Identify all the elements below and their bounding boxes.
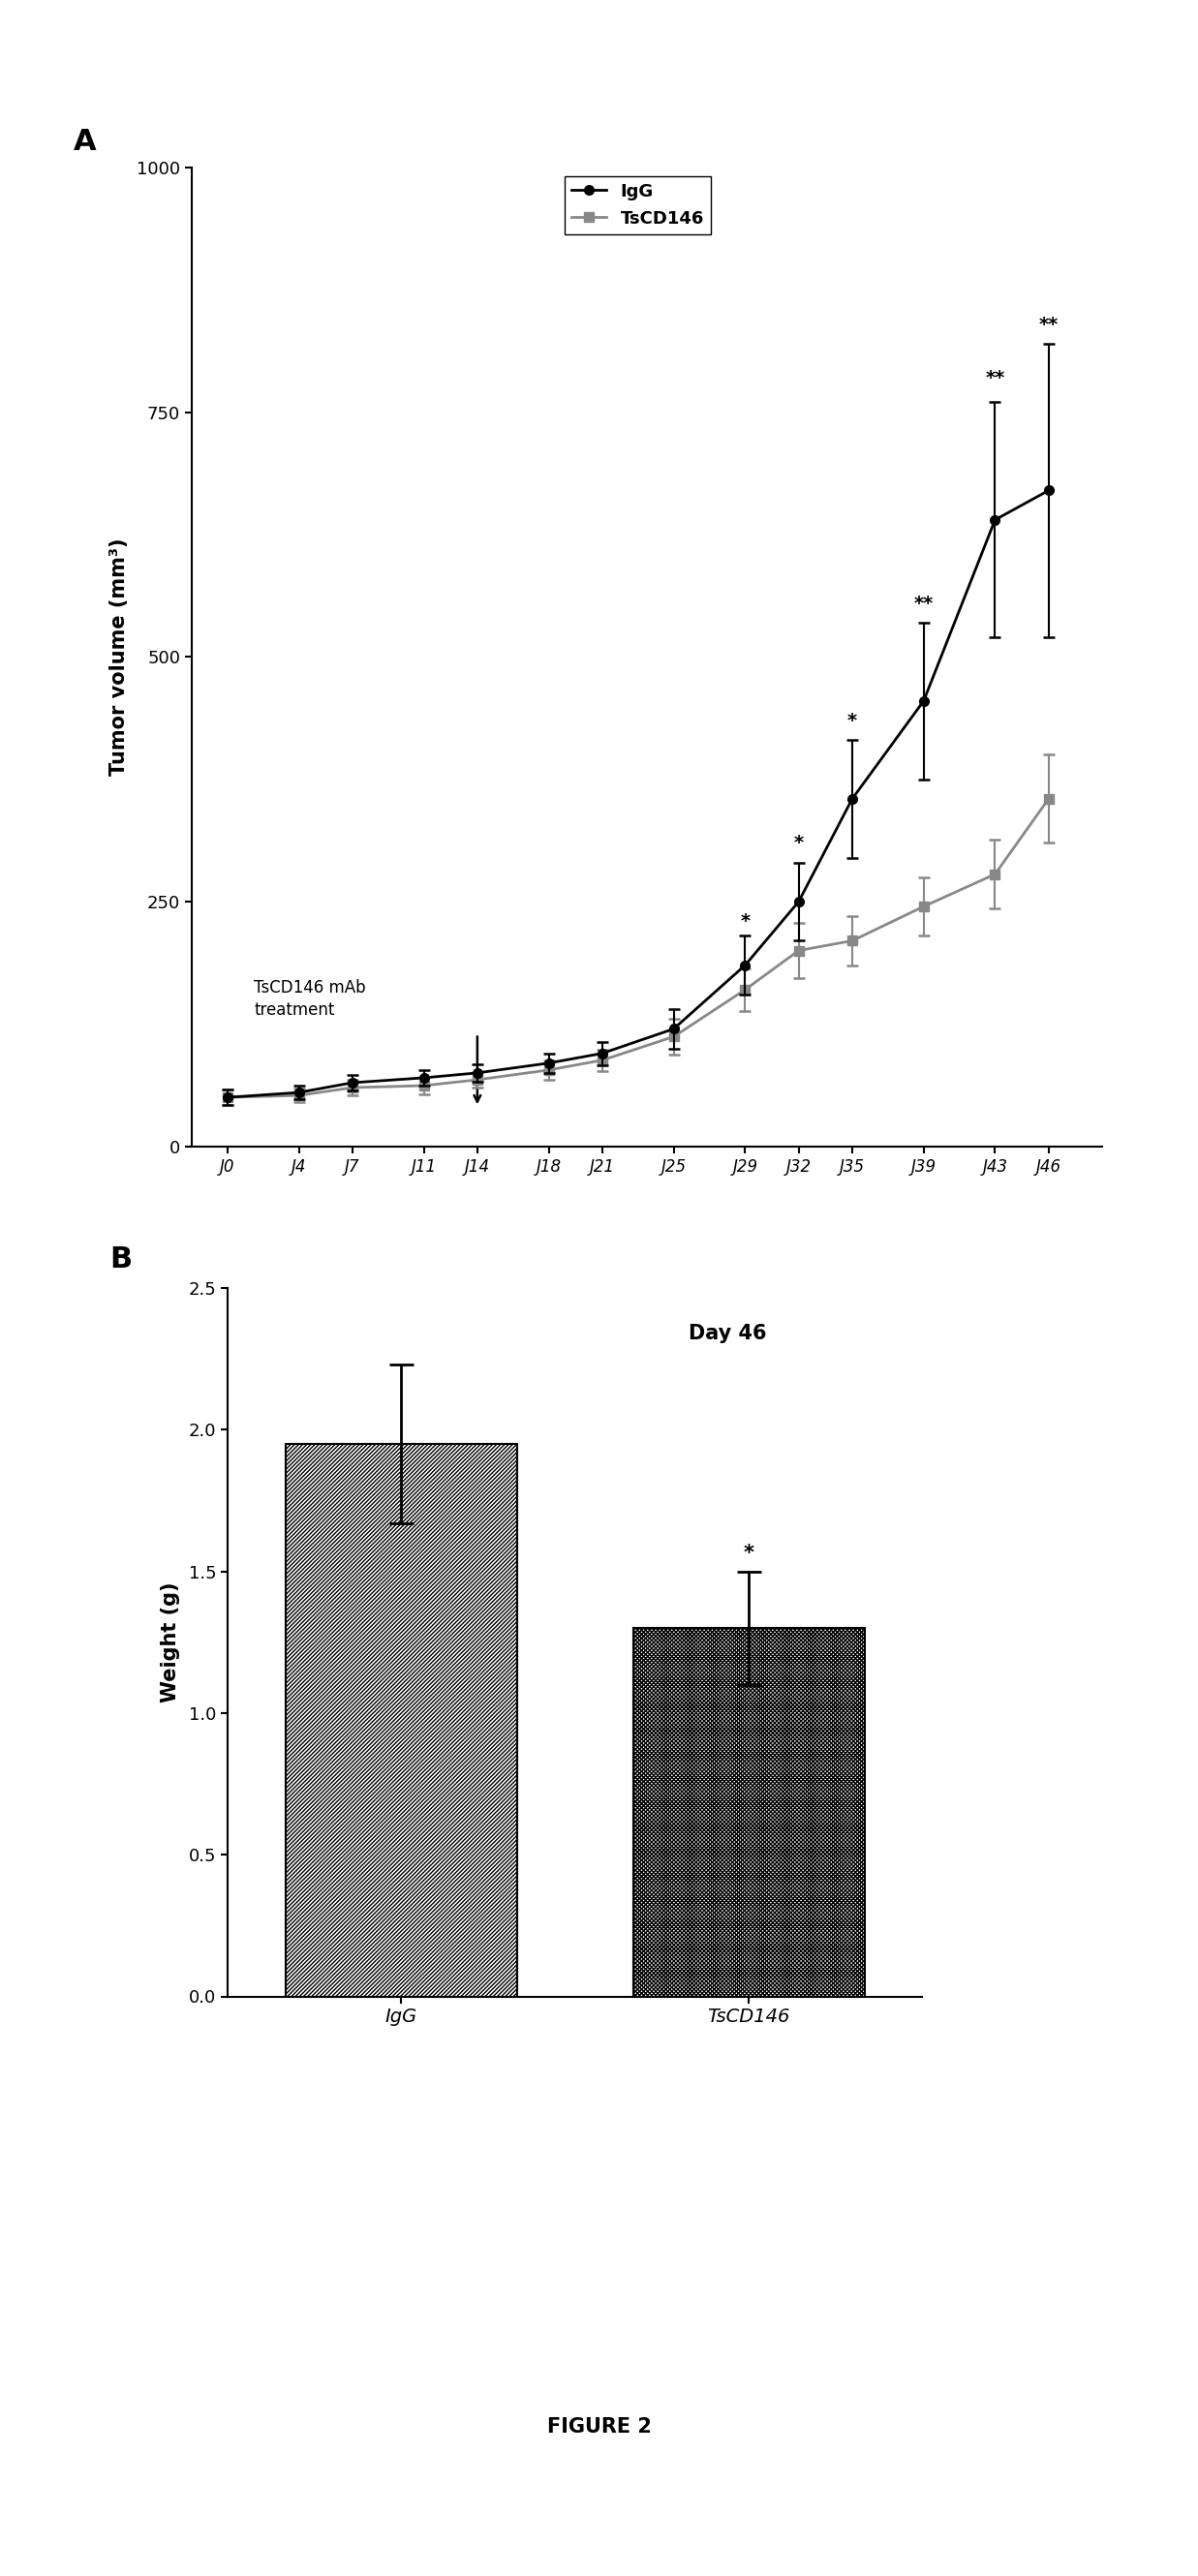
Legend: IgG, TsCD146: IgG, TsCD146: [564, 175, 712, 234]
Y-axis label: Tumor volume (mm³): Tumor volume (mm³): [109, 538, 128, 775]
Text: *: *: [847, 711, 857, 729]
Text: *: *: [794, 835, 804, 853]
Bar: [285, 1443, 518, 1996]
Text: **: **: [1039, 314, 1058, 335]
Text: **: **: [985, 368, 1005, 386]
Text: *: *: [740, 912, 750, 930]
Text: TsCD146 mAb
treatment: TsCD146 mAb treatment: [254, 979, 367, 1020]
Text: *: *: [744, 1543, 754, 1564]
Text: FIGURE 2: FIGURE 2: [546, 2416, 652, 2437]
Text: **: **: [914, 595, 933, 613]
Text: A: A: [73, 129, 96, 157]
Bar: [633, 1628, 865, 1996]
Y-axis label: Weight (g): Weight (g): [161, 1582, 180, 1703]
Text: B: B: [109, 1247, 132, 1273]
Text: Day 46: Day 46: [689, 1324, 767, 1342]
